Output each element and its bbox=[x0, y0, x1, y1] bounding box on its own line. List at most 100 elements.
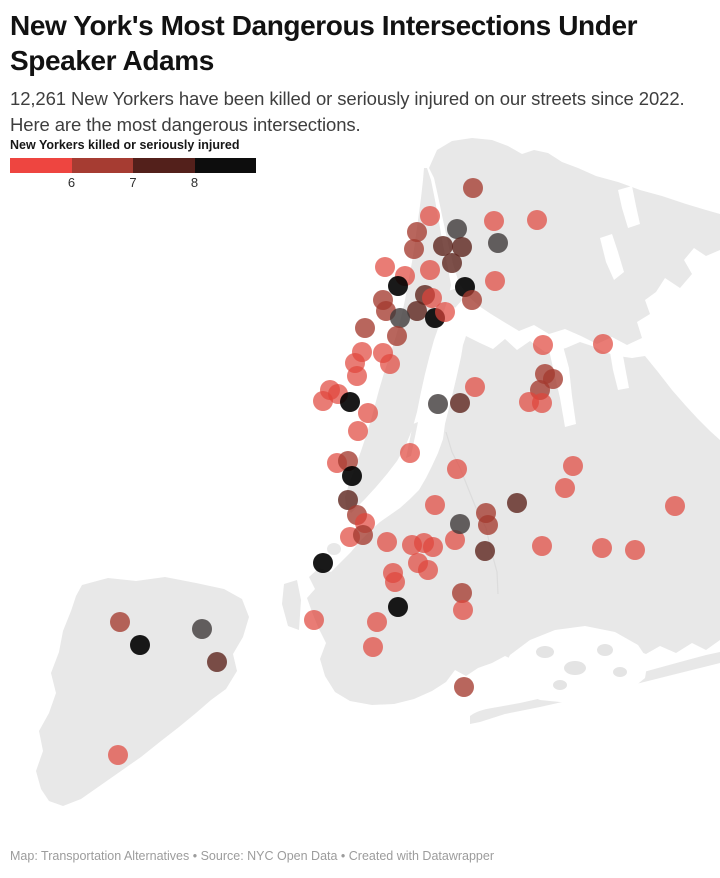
map-dot[interactable] bbox=[420, 260, 440, 280]
map-dot[interactable] bbox=[452, 583, 472, 603]
map-dot[interactable] bbox=[385, 572, 405, 592]
map-dot[interactable] bbox=[387, 326, 407, 346]
bronx-inlet bbox=[618, 186, 640, 228]
borough-bronx bbox=[429, 138, 720, 345]
map-dot[interactable] bbox=[447, 459, 467, 479]
map-dot[interactable] bbox=[428, 394, 448, 414]
map-dot[interactable] bbox=[462, 290, 482, 310]
map-dot[interactable] bbox=[447, 219, 467, 239]
map-dot[interactable] bbox=[625, 540, 645, 560]
map-dot[interactable] bbox=[407, 222, 427, 242]
si-lake bbox=[155, 747, 163, 755]
map-dot[interactable] bbox=[380, 354, 400, 374]
map-dot[interactable] bbox=[435, 302, 455, 322]
page-title: New York's Most Dangerous Intersections … bbox=[10, 10, 638, 76]
legend: New Yorkers killed or seriously injured … bbox=[10, 138, 256, 191]
map-dot[interactable] bbox=[207, 652, 227, 672]
page-subtitle: 12,261 New Yorkers have been killed or s… bbox=[10, 88, 685, 135]
governors-island bbox=[327, 543, 341, 555]
map-dot[interactable] bbox=[507, 493, 527, 513]
legend-segment bbox=[71, 158, 133, 173]
map-dot[interactable] bbox=[532, 393, 552, 413]
map-dot[interactable] bbox=[478, 515, 498, 535]
map-dot[interactable] bbox=[452, 237, 472, 257]
flushing-bay bbox=[549, 346, 576, 427]
map-dot[interactable] bbox=[110, 612, 130, 632]
legend-segment bbox=[10, 158, 72, 173]
map-dot[interactable] bbox=[563, 456, 583, 476]
map-dot[interactable] bbox=[593, 334, 613, 354]
map-dot[interactable] bbox=[353, 525, 373, 545]
map-dot[interactable] bbox=[423, 537, 443, 557]
map-dot[interactable] bbox=[338, 490, 358, 510]
borough-brooklyn-queens bbox=[307, 336, 720, 705]
map-dot[interactable] bbox=[592, 538, 612, 558]
map-dot[interactable] bbox=[422, 288, 442, 308]
marsh-islet bbox=[613, 667, 627, 677]
map-dot[interactable] bbox=[304, 610, 324, 630]
borough-staten-island bbox=[36, 577, 249, 806]
map-dot[interactable] bbox=[454, 677, 474, 697]
map-dot[interactable] bbox=[465, 377, 485, 397]
borough-shapes bbox=[36, 138, 720, 806]
map-dot[interactable] bbox=[342, 466, 362, 486]
map-dot[interactable] bbox=[404, 239, 424, 259]
map-dot[interactable] bbox=[338, 451, 358, 471]
map-dot[interactable] bbox=[484, 211, 504, 231]
legend-segment bbox=[194, 158, 256, 173]
map-dot[interactable] bbox=[347, 366, 367, 386]
attribution-footer: Map: Transportation Alternatives • Sourc… bbox=[10, 849, 494, 863]
map-dot[interactable] bbox=[355, 318, 375, 338]
map-dot[interactable] bbox=[485, 271, 505, 291]
map-dot[interactable] bbox=[475, 541, 495, 561]
legend-tick: 6 bbox=[67, 175, 76, 190]
map-dot[interactable] bbox=[367, 612, 387, 632]
nyc-map: TRANSPORTATION ALTERNATIVES bbox=[0, 130, 720, 858]
marsh-islet bbox=[597, 644, 613, 656]
map-dot[interactable] bbox=[313, 553, 333, 573]
map-dot[interactable] bbox=[358, 403, 378, 423]
map-dot[interactable] bbox=[450, 514, 470, 534]
map-canvas bbox=[36, 138, 720, 806]
map-dot[interactable] bbox=[527, 210, 547, 230]
map-dot[interactable] bbox=[532, 536, 552, 556]
map-dot[interactable] bbox=[450, 393, 470, 413]
map-dot[interactable] bbox=[488, 233, 508, 253]
map-dot[interactable] bbox=[130, 635, 150, 655]
map-dot[interactable] bbox=[463, 178, 483, 198]
marsh-islet bbox=[553, 680, 567, 690]
map-dot[interactable] bbox=[377, 532, 397, 552]
bayonne-fragment bbox=[282, 580, 301, 630]
map-dot[interactable] bbox=[408, 553, 428, 573]
map-dot[interactable] bbox=[388, 276, 408, 296]
map-dot[interactable] bbox=[388, 597, 408, 617]
legend-tick-labels: 6 7 8 bbox=[10, 173, 256, 191]
map-dot[interactable] bbox=[407, 301, 427, 321]
eastchester-bay bbox=[600, 234, 624, 280]
map-dot[interactable] bbox=[425, 495, 445, 515]
map-dot[interactable] bbox=[445, 530, 465, 550]
map-dot[interactable] bbox=[442, 253, 462, 273]
map-dot[interactable] bbox=[390, 308, 410, 328]
marsh-islet bbox=[564, 661, 586, 675]
map-dot[interactable] bbox=[555, 478, 575, 498]
intersection-dots bbox=[108, 178, 685, 765]
map-dot[interactable] bbox=[313, 391, 333, 411]
map-dot[interactable] bbox=[340, 392, 360, 412]
map-dot[interactable] bbox=[192, 619, 212, 639]
map-dot[interactable] bbox=[400, 443, 420, 463]
map-dot[interactable] bbox=[533, 335, 553, 355]
little-neck-bay bbox=[610, 350, 629, 390]
map-dot[interactable] bbox=[420, 206, 440, 226]
legend-color-scale bbox=[10, 158, 256, 173]
map-dot[interactable] bbox=[453, 600, 473, 620]
map-dot[interactable] bbox=[348, 421, 368, 441]
map-dot[interactable] bbox=[665, 496, 685, 516]
map-dot[interactable] bbox=[433, 236, 453, 256]
legend-segment bbox=[133, 158, 195, 173]
legend-title: New Yorkers killed or seriously injured bbox=[10, 138, 240, 152]
legend-tick: 7 bbox=[129, 175, 137, 190]
map-dot[interactable] bbox=[108, 745, 128, 765]
map-dot[interactable] bbox=[375, 257, 395, 277]
map-dot[interactable] bbox=[363, 637, 383, 657]
